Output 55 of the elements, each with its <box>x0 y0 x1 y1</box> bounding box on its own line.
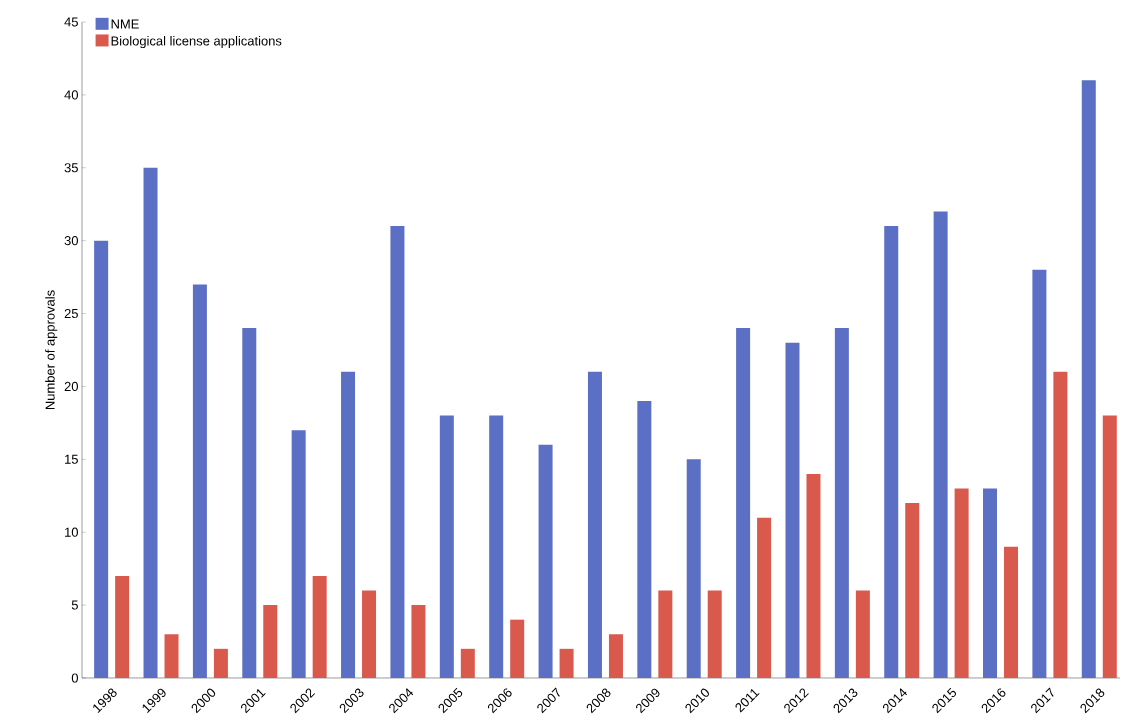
bar <box>510 619 525 678</box>
bar <box>439 415 454 678</box>
bar <box>1053 371 1068 678</box>
bar <box>115 575 130 678</box>
y-tick-label: 5 <box>71 600 78 610</box>
bar <box>390 226 405 678</box>
bar <box>143 167 158 678</box>
y-tick-label: 0 <box>71 673 78 683</box>
bar <box>884 226 899 678</box>
bar <box>1102 415 1117 678</box>
y-tick-label: 40 <box>64 90 78 100</box>
y-tick-label: 35 <box>64 163 78 173</box>
bar <box>489 415 504 678</box>
y-axis-title: Number of approvals <box>45 290 58 410</box>
bar <box>1004 546 1019 678</box>
bar <box>855 590 870 678</box>
bar <box>686 459 701 678</box>
bar <box>559 648 574 678</box>
legend-label: NME <box>111 19 139 29</box>
bar <box>933 211 948 678</box>
bar <box>785 342 800 678</box>
bar <box>242 328 257 678</box>
bar <box>834 328 849 678</box>
bar <box>164 634 179 678</box>
y-tick-label: 25 <box>64 308 78 319</box>
bar <box>658 590 673 678</box>
bar <box>411 605 426 678</box>
bar <box>983 488 998 678</box>
y-tick-label: 10 <box>65 527 78 537</box>
bar <box>757 517 772 678</box>
bar <box>538 444 553 678</box>
legend-label: Biological license applications <box>111 35 282 49</box>
bar <box>263 605 278 678</box>
bar <box>213 648 228 678</box>
bar <box>192 284 207 678</box>
bar <box>587 371 602 678</box>
bar <box>312 575 327 678</box>
y-tick-label: 20 <box>64 381 78 392</box>
bar <box>954 488 969 678</box>
y-tick-label: 30 <box>64 236 78 246</box>
y-tick-label: 45 <box>64 17 78 27</box>
bar <box>362 590 377 678</box>
y-tick-label: 15 <box>65 454 78 464</box>
bar <box>736 328 751 678</box>
bar <box>1081 80 1096 678</box>
bar <box>608 634 623 678</box>
bar <box>637 401 652 678</box>
bar <box>806 473 821 678</box>
bar <box>291 430 306 678</box>
bar <box>341 371 356 678</box>
bar <box>707 590 722 678</box>
bar <box>905 503 920 678</box>
bar <box>94 240 109 678</box>
bar <box>1032 269 1047 678</box>
bar <box>460 648 475 678</box>
